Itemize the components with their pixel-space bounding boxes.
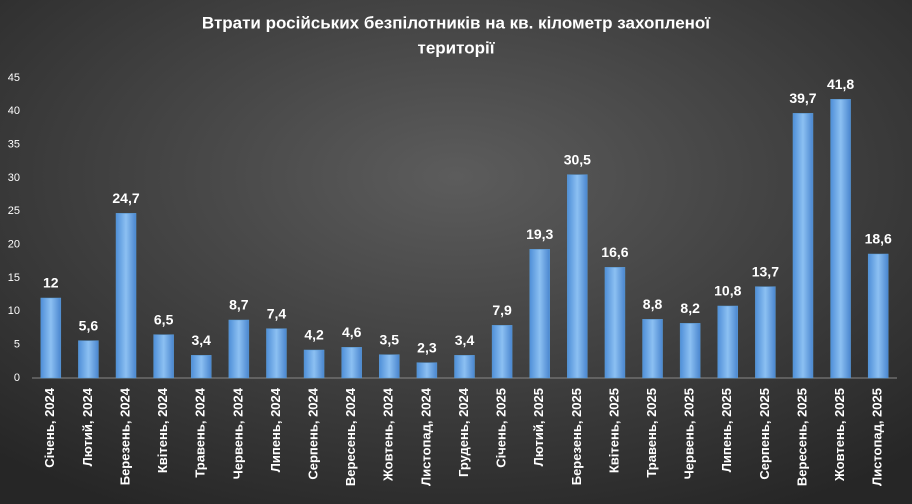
y-tick-label: 35: [8, 139, 20, 151]
y-tick-label: 15: [8, 272, 20, 284]
x-tick-label: Травень, 2025: [644, 388, 659, 478]
value-label: 3,5: [380, 331, 400, 347]
bar: [266, 328, 287, 379]
bar: [153, 334, 174, 379]
x-tick-label: Червень, 2025: [682, 388, 697, 479]
x-tick-label: Жовтень, 2025: [832, 388, 847, 482]
bar: [78, 340, 99, 379]
value-label: 18,6: [865, 231, 892, 247]
value-label: 6,5: [154, 311, 174, 327]
y-tick-label: 45: [8, 72, 20, 84]
chart-title: території: [418, 38, 496, 57]
y-tick-label: 0: [14, 372, 20, 384]
x-tick-label: Липень, 2025: [719, 388, 734, 472]
x-tick-label: Січень, 2024: [42, 387, 57, 468]
bar: [679, 323, 701, 379]
bar: [604, 267, 626, 379]
x-tick-label: Жовтень, 2024: [381, 387, 396, 482]
x-tick-label: Грудень, 2024: [456, 387, 471, 477]
bar: [190, 355, 212, 379]
bar: [642, 319, 663, 379]
value-label: 39,7: [789, 90, 816, 106]
x-tick-label: Січень, 2025: [494, 388, 509, 468]
value-label: 30,5: [564, 151, 591, 167]
value-label: 16,6: [601, 244, 628, 260]
y-tick-label: 20: [8, 239, 20, 251]
x-tick-label: Квітень, 2025: [606, 388, 621, 473]
bar: [379, 354, 400, 379]
y-tick-label: 40: [8, 105, 20, 117]
y-tick-label: 5: [14, 339, 20, 351]
bar: [755, 286, 776, 379]
chart-title: Втрати російських безпілотників на кв. к…: [202, 13, 711, 32]
x-tick-label: Лютий, 2025: [531, 388, 546, 466]
value-label: 3,4: [192, 332, 212, 348]
x-tick-label: Листопад, 2025: [870, 388, 885, 486]
x-tick-label: Серпень, 2024: [306, 387, 321, 479]
bar: [717, 305, 739, 379]
y-tick-label: 30: [8, 172, 20, 184]
value-label: 10,8: [714, 283, 741, 299]
value-label: 8,8: [643, 296, 663, 312]
value-label: 8,7: [229, 297, 249, 313]
value-label: 19,3: [526, 226, 553, 242]
bar: [567, 174, 588, 379]
value-label: 8,2: [680, 300, 700, 316]
value-label: 3,4: [455, 332, 475, 348]
bar: [454, 355, 475, 379]
x-tick-label: Березень, 2024: [117, 387, 132, 485]
value-label: 4,2: [304, 327, 324, 343]
value-label: 2,3: [417, 339, 437, 355]
y-tick-label: 25: [8, 205, 20, 217]
bar: [341, 347, 362, 379]
value-label: 4,6: [342, 324, 362, 340]
value-label: 7,9: [492, 302, 512, 318]
x-tick-label: Травень, 2024: [193, 387, 208, 477]
bar: [792, 113, 814, 379]
bar: [228, 319, 250, 379]
x-tick-label: Вересень, 2024: [343, 387, 358, 486]
bar: [491, 325, 513, 379]
x-tick-label: Серпень, 2025: [757, 388, 772, 480]
value-label: 24,7: [112, 190, 139, 206]
value-label: 13,7: [752, 263, 779, 279]
value-label: 41,8: [827, 76, 854, 92]
bar: [529, 249, 550, 379]
bar: [115, 213, 137, 379]
x-tick-label: Листопад, 2024: [418, 387, 433, 486]
value-label: 12: [43, 275, 59, 291]
x-tick-label: Вересень, 2025: [794, 388, 809, 486]
y-tick-label: 10: [8, 305, 20, 317]
x-tick-label: Червень, 2024: [230, 387, 245, 479]
value-label: 5,6: [79, 317, 99, 333]
bar: [830, 99, 851, 379]
bar: [303, 349, 325, 379]
value-label: 7,4: [267, 305, 287, 321]
x-tick-label: Березень, 2025: [569, 388, 584, 485]
bar: [40, 297, 62, 379]
x-tick-label: Лютий, 2024: [80, 387, 95, 466]
x-tick-label: Липень, 2024: [268, 387, 283, 472]
bar: [867, 253, 889, 379]
x-tick-label: Квітень, 2024: [155, 387, 170, 473]
bar: [416, 362, 438, 379]
